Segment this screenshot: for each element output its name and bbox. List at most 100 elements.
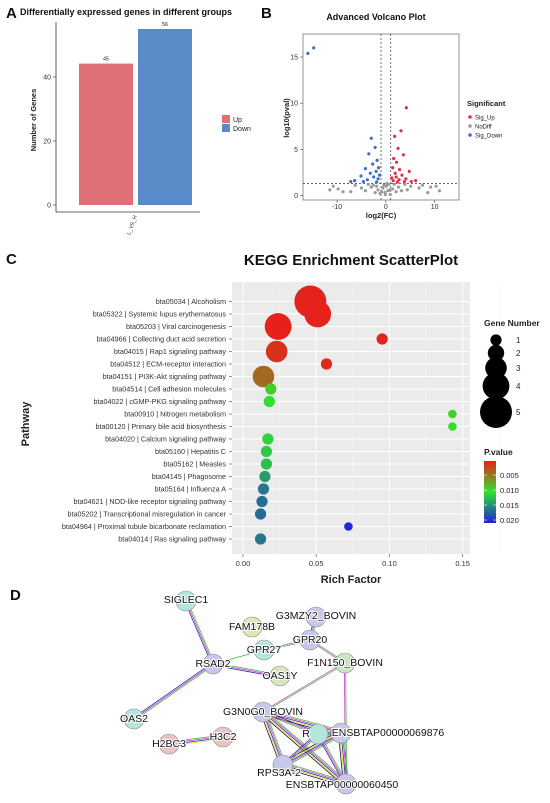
sig-up-point	[400, 173, 404, 177]
network-edge	[283, 762, 347, 782]
sig-up-point	[399, 129, 403, 133]
pathway-point	[254, 508, 267, 520]
nodiff-point	[375, 184, 379, 188]
pathway-label: bta04020 | Calcium signaling pathway	[105, 435, 226, 444]
network-node-label: ENSBTAP00000060450	[286, 779, 399, 791]
pathway-label: bta05162 | Measles	[163, 460, 226, 469]
network-edge	[212, 663, 281, 677]
panel-a: A Differentially expressed genes in diff…	[6, 5, 251, 236]
sig-down-point	[349, 179, 353, 184]
nodiff-point	[405, 188, 409, 192]
legend-key-sig-up	[468, 115, 472, 119]
sig-up-point	[393, 134, 397, 138]
size-legend-key	[480, 396, 512, 428]
nodiff-point	[385, 181, 389, 185]
pathway-point	[304, 300, 332, 328]
panel-label-d: D	[10, 587, 21, 604]
sig-down-point	[365, 178, 369, 182]
pathway-label: bta05322 | Systemic lupus erythematosus	[93, 310, 227, 319]
pathway-point	[263, 395, 275, 408]
network-node-label: F1N150_BOVIN	[307, 657, 383, 669]
sig-down-point	[368, 171, 372, 175]
y-tick-label: 10	[290, 101, 298, 108]
x-tick-label: 0.15	[455, 559, 470, 568]
network-edge	[213, 662, 281, 676]
network-node	[307, 723, 329, 745]
pathway-label: bta04966 | Collecting duct acid secretio…	[97, 335, 226, 344]
network-node	[175, 590, 197, 612]
network-node	[252, 701, 274, 723]
pathway-point	[264, 313, 292, 340]
nodiff-point	[437, 189, 442, 193]
network-edge	[282, 732, 342, 766]
x-tick-label: 10	[431, 204, 439, 211]
x-tick-label: -10	[332, 204, 342, 211]
panel-b-legend-title: Significant	[467, 99, 506, 108]
network-node	[269, 665, 291, 687]
panel-b-threshold-lines	[303, 34, 459, 200]
legend-label-up: Up	[233, 117, 242, 124]
pathway-label: bta04015 | Rap1 signaling pathway	[114, 347, 227, 356]
nodiff-point	[420, 183, 425, 187]
sig-down-point	[312, 46, 316, 50]
y-tick-label: 0	[47, 203, 51, 210]
sig-down-point	[369, 136, 373, 140]
sig-down-point	[372, 175, 376, 179]
sig-up-point	[407, 169, 411, 174]
legend-key-up	[222, 115, 230, 123]
legend-label-nodiff: NoDiff	[475, 124, 492, 130]
nodiff-point	[392, 182, 396, 186]
pathway-point	[260, 445, 273, 458]
legend-label-down: Down	[233, 126, 251, 133]
legend-label-sig-up: Sig_Up	[475, 115, 495, 121]
pathway-label: bta04151 | PI3K-Akt signaling pathway	[103, 372, 227, 381]
sig-down-point	[306, 51, 310, 55]
nodiff-point	[417, 186, 421, 190]
legend-key-down	[222, 124, 230, 132]
panel-b: B Advanced Volcano Plot -10 0 10 0 5 10 15 log…	[261, 5, 506, 220]
network-edge	[261, 713, 345, 787]
panel-label-a: A	[6, 5, 17, 22]
panel-a-yticks: 0 20 40	[43, 75, 56, 210]
size-legend-label: 3	[516, 364, 521, 373]
pathway-point	[448, 409, 457, 419]
sig-down-point	[376, 166, 381, 170]
nodiff-point	[359, 186, 364, 190]
network-node	[202, 653, 224, 675]
nodiff-point	[381, 186, 385, 190]
bar-up-value-label: 45	[103, 57, 109, 63]
pathway-point	[254, 533, 267, 545]
x-tick-label: 0.10	[382, 559, 397, 568]
nodiff-point	[366, 182, 370, 186]
sig-up-point	[390, 176, 394, 180]
network-node-label: RSAD2	[195, 658, 230, 670]
x-tick-label: 0.00	[236, 559, 251, 568]
nodiff-point	[388, 192, 392, 197]
sig-down-point	[371, 162, 375, 166]
nodiff-point	[378, 191, 382, 196]
network-node	[335, 773, 357, 795]
network-node-label: FAM178B	[229, 621, 275, 633]
sig-up-point	[396, 146, 400, 150]
sig-up-point	[393, 171, 397, 175]
panel-label-c: C	[6, 251, 17, 268]
nodiff-point	[403, 182, 407, 186]
pathway-point	[344, 522, 353, 531]
legend-label-sig-down: Sig_Down	[475, 133, 502, 139]
sig-down-point	[353, 179, 357, 183]
network-node-label: R	[302, 728, 310, 740]
pathway-label: bta04621 | NOD-like receptor signaling p…	[74, 497, 227, 506]
p-value-colorbar	[484, 461, 496, 523]
pathway-point	[376, 333, 388, 345]
network-edge	[263, 709, 342, 731]
network-node-label: H3C2	[210, 731, 237, 743]
network-edge	[212, 664, 280, 678]
sig-up-point	[404, 106, 408, 110]
network-node-label: G3N0G0_BOVIN	[223, 706, 303, 718]
sig-up-point	[397, 178, 401, 182]
sig-down-point	[376, 177, 380, 181]
panel-c-size-legend-title: Gene Number	[484, 318, 540, 328]
network-node-label: GPR20	[293, 634, 328, 646]
